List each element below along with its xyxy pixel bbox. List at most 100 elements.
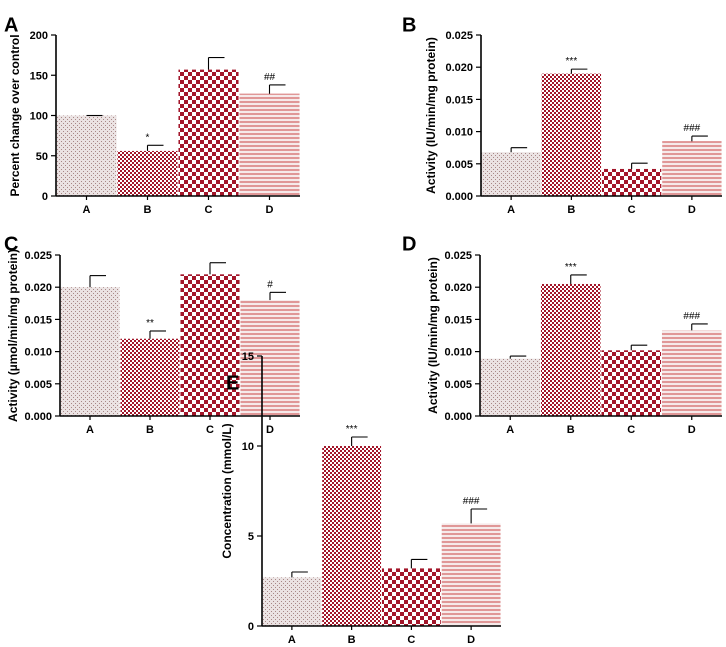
error-bar-c bbox=[410, 558, 428, 569]
error-bar-d bbox=[691, 323, 708, 331]
bar-b bbox=[117, 150, 178, 196]
bar-c bbox=[178, 69, 239, 196]
bar-c bbox=[601, 168, 662, 196]
y-tick-label: 0.020 bbox=[444, 282, 472, 294]
x-tick-label: A bbox=[86, 424, 94, 436]
y-tick-label: 0.005 bbox=[24, 379, 52, 391]
chart-panel-c: C A ** B C # D 0.000 0.005 0.010 0.015 0.020 0.025 Ac… bbox=[4, 234, 300, 436]
y-tick-label: 0.015 bbox=[445, 94, 473, 106]
y-tick-label: 0.015 bbox=[444, 314, 472, 326]
significance-marker: # bbox=[267, 279, 273, 290]
error-bar-b bbox=[146, 144, 164, 151]
bar-b bbox=[120, 338, 180, 416]
bar-d bbox=[239, 93, 300, 196]
bar-c bbox=[381, 568, 441, 626]
error-bar-c bbox=[630, 344, 648, 351]
x-tick-label: A bbox=[507, 204, 515, 216]
significance-marker: * bbox=[146, 132, 150, 143]
significance-marker: ## bbox=[264, 72, 276, 83]
significance-marker: ** bbox=[146, 318, 154, 329]
y-tick-label: 0.000 bbox=[24, 411, 52, 423]
significance-marker: ### bbox=[684, 123, 701, 134]
bar-d bbox=[441, 523, 501, 626]
error-bar-d bbox=[268, 84, 286, 94]
y-tick-label: 0.005 bbox=[445, 159, 473, 171]
error-bar-a bbox=[510, 147, 528, 153]
y-tick-label: 200 bbox=[30, 30, 48, 42]
error-bar-c bbox=[631, 162, 648, 169]
x-tick-label: B bbox=[144, 204, 152, 216]
y-tick-label: 0.025 bbox=[24, 250, 52, 262]
bar-a bbox=[480, 358, 541, 416]
y-tick-label: 0.010 bbox=[445, 127, 473, 139]
x-tick-label: C bbox=[627, 424, 635, 436]
y-tick-label: 0 bbox=[248, 621, 254, 633]
panel-letter: A bbox=[4, 15, 18, 37]
bar-a bbox=[262, 577, 322, 626]
y-tick-label: 15 bbox=[242, 351, 254, 363]
significance-marker: *** bbox=[566, 56, 578, 67]
x-tick-label: A bbox=[83, 204, 91, 216]
panel-letter: B bbox=[402, 15, 416, 37]
error-bar-d bbox=[470, 508, 488, 524]
error-bar-d bbox=[269, 291, 286, 301]
y-tick-label: 0.000 bbox=[444, 411, 472, 423]
y-axis-label: Activity (IU/min/mg protein) bbox=[424, 37, 438, 194]
chart-panel-e: E A *** B C ### D 0 5 10 15 Concentration (mmol/L) bbox=[220, 351, 501, 646]
bar-d bbox=[240, 300, 300, 416]
x-tick-label: C bbox=[407, 634, 415, 646]
bar-b bbox=[540, 283, 601, 416]
y-axis-label: Activity (µmol/min/mg protein) bbox=[6, 249, 20, 422]
y-tick-label: 10 bbox=[242, 441, 254, 453]
y-tick-label: 150 bbox=[30, 70, 48, 82]
x-tick-label: B bbox=[567, 204, 575, 216]
y-tick-label: 0.000 bbox=[445, 191, 473, 203]
y-tick-label: 0 bbox=[42, 191, 48, 203]
error-bar-b bbox=[570, 68, 588, 74]
bar-a bbox=[56, 115, 117, 196]
x-tick-label: C bbox=[628, 204, 636, 216]
y-tick-label: 0.005 bbox=[444, 379, 472, 391]
panel-letter: E bbox=[226, 373, 239, 395]
y-tick-label: 0.020 bbox=[24, 282, 52, 294]
x-tick-label: A bbox=[506, 424, 514, 436]
error-bar-b bbox=[570, 274, 587, 284]
error-bar-d bbox=[691, 135, 708, 142]
x-tick-label: B bbox=[567, 424, 575, 436]
x-tick-label: D bbox=[688, 204, 696, 216]
chart-panel-d: D A *** B C ### D 0.000 0.005 0.010 0.015 0.020 0.02… bbox=[402, 234, 722, 436]
error-bar-a bbox=[89, 275, 106, 288]
x-tick-label: D bbox=[467, 634, 475, 646]
y-tick-label: 5 bbox=[248, 531, 254, 543]
bar-c bbox=[180, 274, 240, 416]
y-tick-label: 0.020 bbox=[445, 62, 473, 74]
error-bar-a bbox=[509, 355, 527, 359]
x-tick-label: B bbox=[146, 424, 154, 436]
significance-marker: *** bbox=[346, 424, 358, 435]
y-tick-label: 50 bbox=[36, 151, 48, 163]
bar-d bbox=[662, 141, 722, 196]
x-tick-label: C bbox=[206, 424, 214, 436]
panel-letter: D bbox=[402, 234, 416, 256]
y-tick-label: 0.010 bbox=[444, 347, 472, 359]
x-tick-label: B bbox=[348, 634, 356, 646]
error-bar-c bbox=[207, 56, 225, 70]
x-tick-label: D bbox=[688, 424, 696, 436]
error-bar-a bbox=[291, 571, 308, 578]
bar-b bbox=[322, 446, 382, 626]
y-tick-label: 0.025 bbox=[445, 30, 473, 42]
x-tick-label: A bbox=[288, 634, 296, 646]
significance-marker: ### bbox=[463, 496, 480, 507]
bar-a bbox=[60, 287, 120, 416]
bar-a bbox=[481, 152, 541, 196]
y-tick-label: 100 bbox=[30, 111, 48, 123]
y-axis-label: Percent change over control bbox=[8, 34, 22, 196]
y-tick-label: 0.025 bbox=[444, 250, 472, 262]
x-tick-label: C bbox=[205, 204, 213, 216]
bar-d bbox=[661, 330, 722, 416]
y-tick-label: 0.015 bbox=[24, 314, 52, 326]
x-tick-label: D bbox=[266, 204, 274, 216]
chart-panel-a: A A * B C ## D 0 50 100 150 200 Percent change over … bbox=[4, 15, 300, 216]
bar-b bbox=[541, 73, 602, 196]
error-bar-c bbox=[209, 262, 226, 275]
